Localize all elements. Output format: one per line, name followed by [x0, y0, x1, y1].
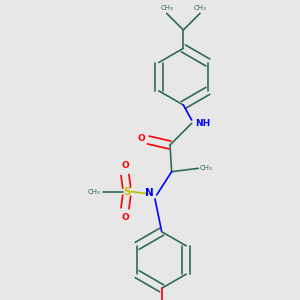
Text: CH₃: CH₃	[87, 189, 100, 195]
Text: N: N	[145, 188, 153, 198]
Text: O: O	[121, 161, 129, 170]
Text: S: S	[123, 187, 130, 197]
Text: O: O	[137, 134, 145, 143]
Text: CH₃: CH₃	[194, 5, 206, 11]
Text: O: O	[121, 213, 129, 222]
Text: CH₃: CH₃	[160, 5, 173, 11]
Text: NH: NH	[195, 119, 210, 128]
Text: CH₃: CH₃	[200, 165, 213, 171]
